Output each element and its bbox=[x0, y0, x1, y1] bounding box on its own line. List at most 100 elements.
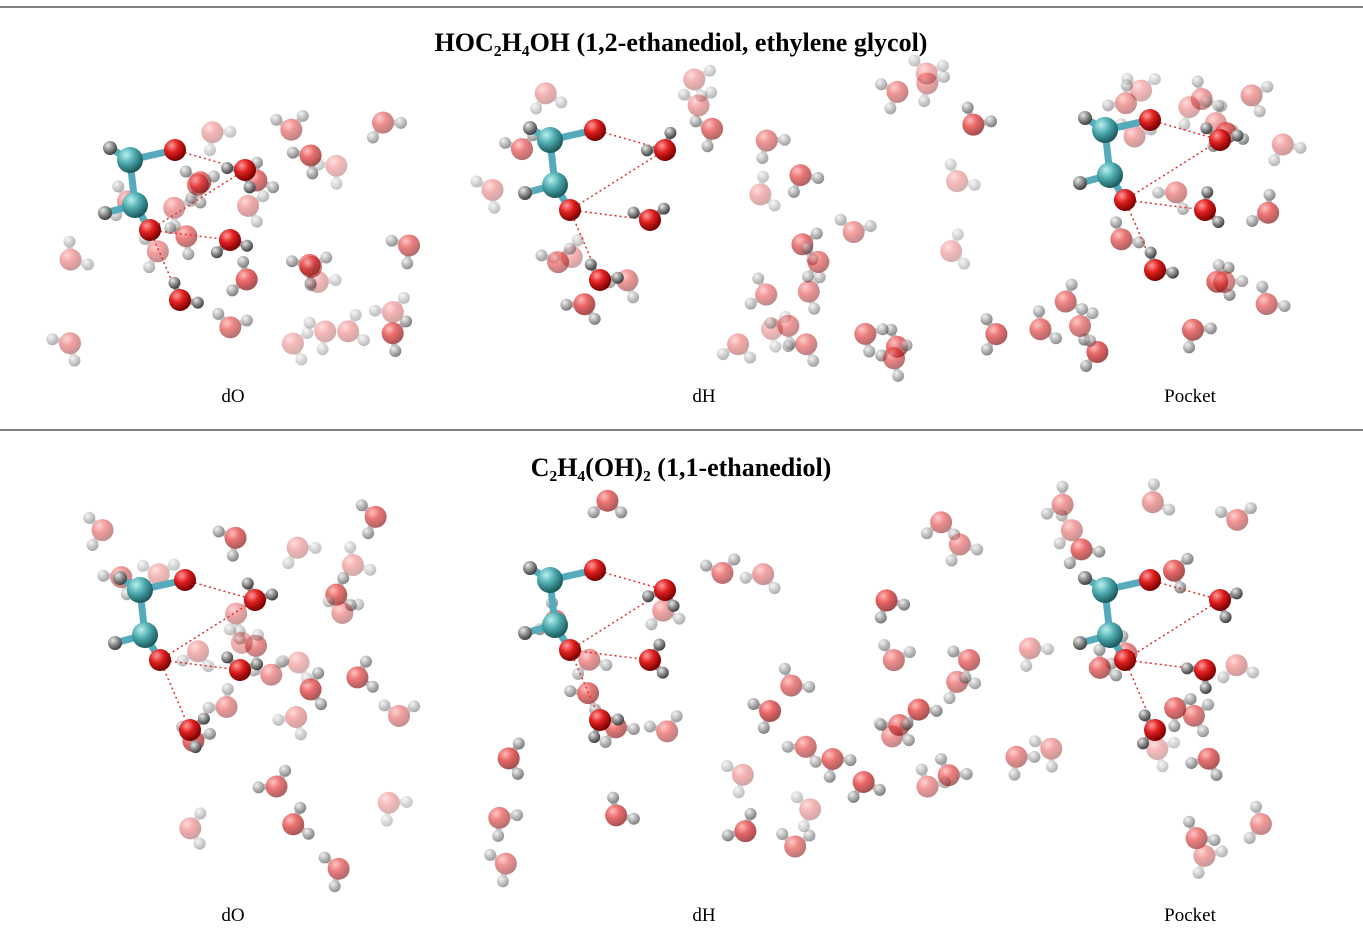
h-atom bbox=[513, 738, 525, 750]
h-atom bbox=[267, 181, 279, 193]
o-atom bbox=[883, 347, 905, 369]
o-atom bbox=[756, 130, 778, 152]
h-atom bbox=[222, 683, 234, 695]
water bbox=[1244, 801, 1272, 844]
h-atom bbox=[294, 802, 306, 814]
water bbox=[644, 710, 683, 742]
o-atom bbox=[328, 858, 350, 880]
h-atom bbox=[607, 792, 619, 804]
o-atom bbox=[388, 705, 410, 727]
h-atom bbox=[408, 700, 420, 712]
water bbox=[378, 792, 413, 827]
h-atom bbox=[1208, 834, 1220, 846]
o-atom bbox=[734, 820, 756, 842]
h-atom bbox=[213, 525, 225, 537]
o-atom bbox=[784, 836, 806, 858]
water bbox=[1182, 319, 1217, 354]
h-atom bbox=[168, 277, 180, 289]
h-atom bbox=[1216, 845, 1228, 857]
o-atom bbox=[559, 199, 581, 221]
h-atom bbox=[358, 334, 370, 346]
water bbox=[962, 102, 997, 136]
water bbox=[346, 656, 378, 693]
h-atom bbox=[810, 756, 822, 768]
h-atom bbox=[46, 333, 58, 345]
h-atom bbox=[560, 299, 572, 311]
o-atom bbox=[1139, 109, 1161, 131]
panel-art bbox=[901, 478, 1272, 879]
h-atom bbox=[1056, 481, 1068, 493]
h-atom bbox=[717, 348, 729, 360]
c-atom bbox=[537, 567, 563, 593]
h-atom bbox=[180, 166, 192, 178]
panel-label: dO bbox=[221, 905, 244, 926]
h-atom bbox=[671, 710, 683, 722]
c-atom bbox=[542, 172, 568, 198]
h-atom bbox=[352, 598, 364, 610]
h-atom bbox=[203, 702, 215, 714]
water bbox=[1029, 305, 1062, 344]
c-atom bbox=[1097, 622, 1123, 648]
o-atom bbox=[654, 139, 676, 161]
h-atom bbox=[612, 272, 624, 284]
water bbox=[700, 553, 740, 584]
o-atom bbox=[179, 817, 201, 839]
h-atom bbox=[1020, 660, 1032, 672]
h-atom bbox=[1041, 508, 1053, 520]
water bbox=[1152, 181, 1189, 215]
o-atom bbox=[225, 603, 247, 625]
o-atom bbox=[164, 139, 186, 161]
h-atom bbox=[1121, 79, 1133, 91]
h-atom bbox=[673, 613, 685, 625]
o-atom bbox=[1256, 293, 1278, 315]
o-atom bbox=[398, 234, 420, 256]
o-atom bbox=[938, 764, 960, 786]
o-atom bbox=[1142, 491, 1164, 513]
h-atom bbox=[378, 699, 390, 711]
water bbox=[282, 802, 314, 840]
h-atom bbox=[835, 214, 847, 226]
water bbox=[791, 791, 821, 832]
water bbox=[253, 765, 292, 798]
h-atom bbox=[628, 723, 640, 735]
water bbox=[212, 308, 253, 338]
o-atom bbox=[843, 221, 865, 243]
o-atom bbox=[229, 659, 251, 681]
o-atom bbox=[92, 519, 114, 541]
water bbox=[788, 164, 824, 198]
o-atom bbox=[314, 320, 336, 342]
h-atom bbox=[1200, 95, 1212, 107]
water bbox=[1146, 736, 1180, 772]
o-atom bbox=[777, 315, 799, 337]
h-atom bbox=[279, 765, 291, 777]
o-atom bbox=[807, 251, 829, 273]
o-atom bbox=[187, 174, 209, 196]
h-atom bbox=[642, 590, 654, 602]
o-atom bbox=[216, 696, 238, 718]
h-atom bbox=[272, 714, 284, 726]
h-atom bbox=[1110, 216, 1122, 228]
panel-label: dO bbox=[221, 386, 244, 407]
h-atom bbox=[202, 660, 214, 672]
h-atom bbox=[878, 639, 890, 651]
h-atom bbox=[657, 667, 669, 679]
o-atom bbox=[759, 700, 781, 722]
water bbox=[1144, 247, 1179, 281]
o-atom bbox=[495, 853, 517, 875]
o-atom bbox=[535, 82, 557, 104]
o-atom bbox=[1213, 271, 1235, 293]
h-atom bbox=[194, 196, 206, 208]
h-atom bbox=[733, 786, 745, 798]
h-atom bbox=[946, 554, 958, 566]
h-atom bbox=[615, 506, 627, 518]
o-atom bbox=[1115, 92, 1137, 114]
h-atom bbox=[356, 499, 368, 511]
h-atom bbox=[1197, 725, 1209, 737]
h-atom bbox=[364, 564, 376, 576]
h-atom bbox=[1213, 259, 1225, 271]
h-atom bbox=[782, 340, 794, 352]
h-atom bbox=[961, 768, 973, 780]
water bbox=[378, 699, 420, 727]
h-atom bbox=[884, 102, 896, 114]
o-atom bbox=[1198, 748, 1220, 770]
